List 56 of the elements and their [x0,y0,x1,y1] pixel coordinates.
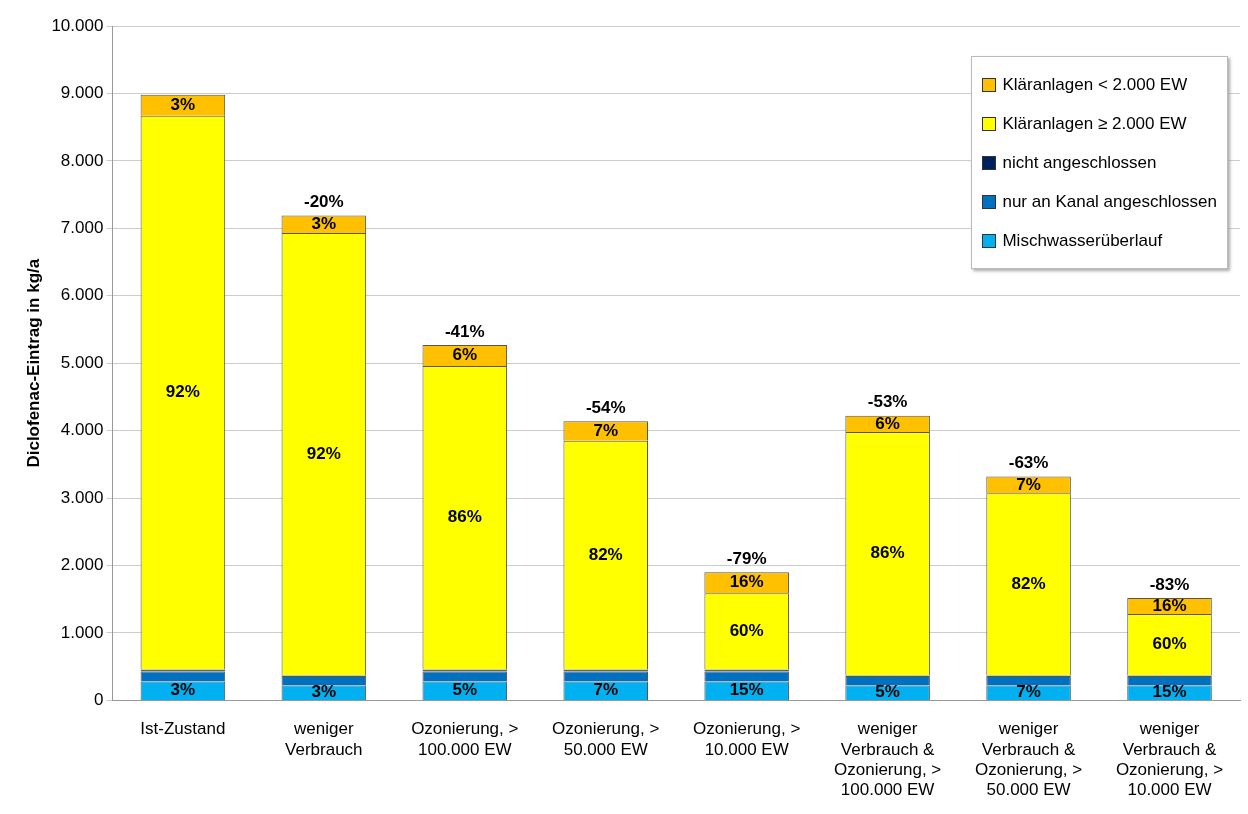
annotation: 92% [165,382,200,402]
x-tick-label: Ozonierung, > 100.000 EW [411,719,519,759]
y-tick-label: 3.000 [60,487,104,507]
y-tick-label: 2.000 [60,555,104,575]
annotation: -63% [1008,453,1049,473]
annotation: 3% [170,94,196,114]
annotation: 82% [588,544,623,564]
legend-label: nur an Kanal angeschlossen [1002,191,1217,212]
legend-label: Kläranlagen < 2.000 EW [1002,74,1188,95]
annotation: -54% [585,397,626,417]
annotation: 86% [870,543,905,563]
annotation: 3% [311,682,337,702]
y-axis-title: Diclofenac-Eintrag in kg/a [23,258,43,468]
annotation: 15% [1152,682,1187,702]
annotation: 6% [452,345,478,365]
annotation: 3% [311,213,337,233]
annotation: 16% [729,572,764,592]
x-tick-label: Ozonierung, > 50.000 EW [552,719,660,759]
annotation: 15% [729,680,764,700]
y-tick-label: 7.000 [60,218,104,238]
x-tick-label: weniger Verbrauch & Ozonierung, > 10.000 EW [1115,719,1224,800]
x-tick-label: weniger Verbrauch [285,719,363,759]
y-tick-label: 1.000 [60,622,104,642]
x-tick-label: weniger Verbrauch & Ozonierung, > 50.000 EW [974,719,1083,800]
annotation: 7% [593,420,619,440]
y-tick-label: 9.000 [60,83,104,103]
annotation: 7% [593,680,619,700]
y-tick-label: 5.000 [60,352,104,372]
annotation: 3% [170,680,196,700]
y-tick-label: 10.000 [51,15,104,35]
annotation: 5% [875,682,900,702]
annotation: 7% [1016,682,1041,702]
annotation: -83% [1149,574,1190,594]
annotation: -53% [867,392,908,412]
x-tick-label: weniger Verbrauch & Ozonierung, > 100.000 EW [833,719,942,800]
annotation: 6% [875,413,900,433]
legend-label: Mischwasserüberlauf [1002,230,1163,251]
y-tick-label: 4.000 [60,420,104,440]
annotation: 7% [1016,474,1041,494]
x-tick-label: Ist-Zustand [140,719,226,739]
annotation: 60% [1152,634,1187,654]
annotation: 82% [1011,574,1046,594]
annotation: -41% [444,321,485,341]
annotation: 86% [447,507,482,527]
y-tick-label: 0 [93,690,104,710]
annotation: 92% [306,443,341,463]
annotation: 5% [452,680,478,700]
legend-label: nicht angeschlossen [1002,152,1157,173]
legend-label: Kläranlagen ≥ 2.000 EW [1002,113,1187,134]
annotation: 16% [1152,595,1187,615]
y-tick-label: 6.000 [60,285,104,305]
annotation: 60% [729,620,764,640]
annotation: -20% [303,192,344,212]
annotation: -79% [726,548,767,568]
x-tick-label: Ozonierung, > 10.000 EW [693,719,801,759]
y-tick-label: 8.000 [60,150,104,170]
